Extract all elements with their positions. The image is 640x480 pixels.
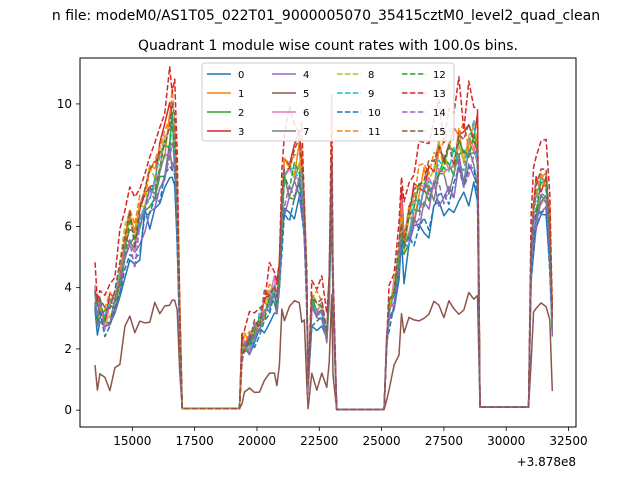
x-axis-offset-label: +3.878e8 [517,455,576,469]
x-axis-ticks: 15000 17500 20000 22500 25000 27500 30000 32500 [113,427,588,448]
legend-label-2: 2 [238,108,244,119]
series-line-15 [94,102,554,411]
chart-title: Quadrant 1 module wise count rates with … [138,38,518,54]
x-tick-label: 27500 [425,434,463,448]
legend-label-7: 7 [303,127,309,138]
x-tick-label: 15000 [113,434,151,448]
y-tick-label: 2 [64,342,72,356]
legend-label-5: 5 [303,89,309,100]
legend-label-9: 9 [368,89,374,100]
x-tick-label: 20000 [238,434,276,448]
series-line-9 [94,112,554,411]
series-line-5 [94,291,554,411]
legend-label-13: 13 [433,89,446,100]
y-tick-label: 0 [64,403,72,417]
series-line-13 [94,66,554,411]
legend-label-3: 3 [238,127,244,138]
series-line-14 [94,142,554,411]
legend-label-0: 0 [238,70,244,81]
x-tick-label: 17500 [176,434,214,448]
y-tick-label: 4 [64,281,72,295]
series-group [94,66,554,411]
legend-box [201,62,455,142]
y-tick-label: 10 [57,97,72,111]
x-tick-label: 30000 [487,434,525,448]
axes-frame [79,57,577,428]
y-axis-ticks: 0 2 4 6 8 10 [57,97,80,417]
legend-label-8: 8 [368,70,374,81]
legend-label-12: 12 [433,70,446,81]
legend-label-11: 11 [368,127,381,138]
legend-label-14: 14 [433,108,446,119]
x-tick-label: 32500 [549,434,587,448]
y-tick-label: 6 [64,219,72,233]
x-tick-label: 22500 [300,434,338,448]
legend-label-6: 6 [303,108,309,119]
x-tick-label: 25000 [362,434,400,448]
series-line-8 [94,127,554,411]
legend-label-10: 10 [368,108,381,119]
figure-title: n file: modeM0/AS1T05_022T01_9000005070_… [52,8,600,24]
y-tick-label: 8 [64,158,72,172]
legend-label-15: 15 [433,127,446,138]
legend-label-1: 1 [238,89,244,100]
legend-label-4: 4 [303,70,309,81]
